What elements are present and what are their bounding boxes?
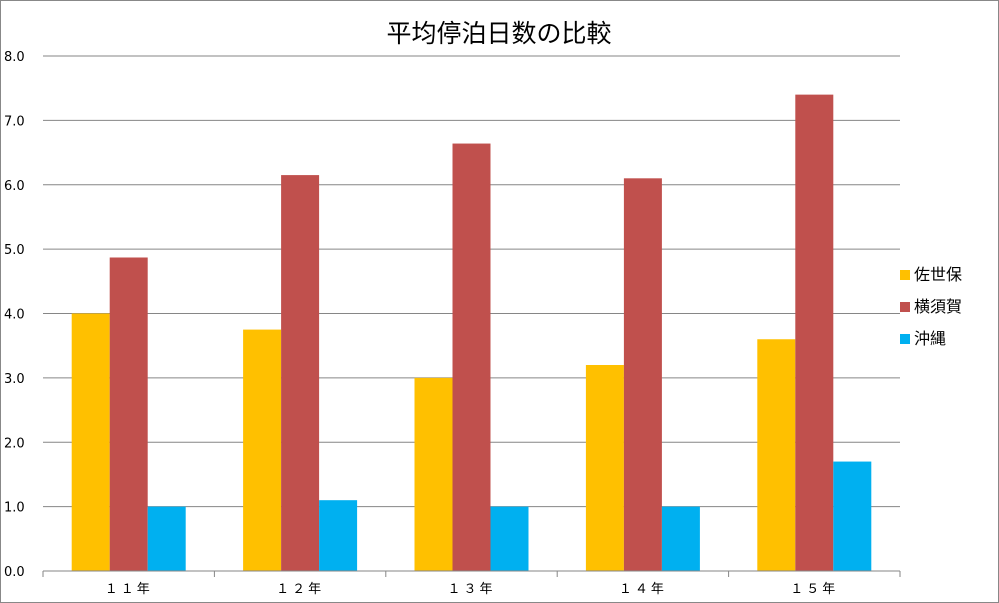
- bar-1-4: [585, 365, 624, 571]
- bar-2-2: [281, 175, 320, 571]
- bar-3-4: [661, 506, 700, 571]
- legend-swatch-3: [900, 334, 910, 344]
- bar-1-5: [757, 339, 796, 571]
- y-tick-label: 6.0: [4, 179, 25, 194]
- y-tick-label: 7.0: [4, 114, 25, 129]
- y-tick-label: 0.0: [4, 565, 25, 580]
- bar-1-1: [71, 313, 110, 571]
- bar-1-2: [243, 329, 282, 571]
- y-axis-ticks: 0.0 1.0 2.0 3.0 4.0 5.0 6.0 7.0 8.0: [4, 50, 25, 580]
- y-tick-label: 8.0: [4, 50, 25, 65]
- bar-3-1: [147, 506, 186, 571]
- bar-2-1: [109, 257, 148, 571]
- x-tick-label: １４年: [619, 582, 667, 597]
- bar-3-2: [319, 500, 358, 571]
- x-tick-label: １５年: [790, 582, 838, 597]
- chart-title: 平均停泊日数の比較: [386, 19, 611, 48]
- bar-3-3: [490, 506, 529, 571]
- y-tick-label: 3.0: [4, 372, 25, 387]
- y-tick-label: 4.0: [4, 308, 25, 323]
- x-tick-label: １３年: [447, 582, 495, 597]
- bar-3-5: [833, 461, 872, 571]
- bar-1-3: [414, 377, 453, 571]
- bar-2-4: [623, 178, 662, 571]
- y-tick-label: 5.0: [4, 243, 25, 258]
- y-tick-label: 2.0: [4, 436, 25, 451]
- x-tick-label: １１年: [105, 582, 153, 597]
- x-tick-label: １２年: [276, 582, 324, 597]
- bars: [71, 94, 872, 572]
- x-axis: [42, 570, 901, 577]
- bar-2-5: [795, 94, 834, 571]
- legend-label-2: 横須賀: [914, 297, 962, 316]
- legend-label-3: 沖縄: [914, 329, 946, 348]
- legend-swatch-2: [900, 302, 910, 312]
- y-tick-label: 1.0: [4, 501, 25, 516]
- bar-2-3: [452, 143, 491, 572]
- legend-label-1: 佐世保: [914, 265, 962, 284]
- x-axis-labels: １１年 １２年 １３年 １４年 １５年: [105, 582, 838, 597]
- legend-swatch-1: [900, 270, 910, 280]
